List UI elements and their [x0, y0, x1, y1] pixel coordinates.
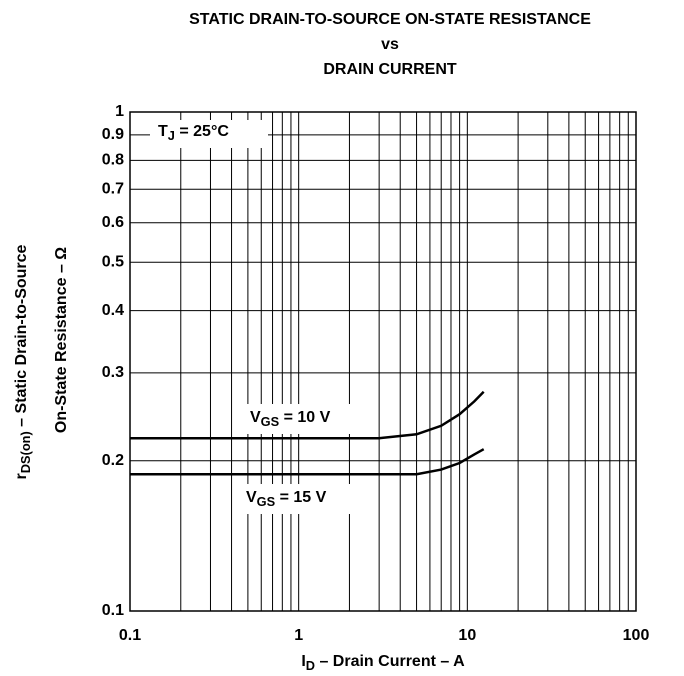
series-line — [130, 390, 485, 440]
y-tick-label: 0.9 — [102, 126, 124, 143]
chart-title: vs — [381, 36, 399, 53]
series-label-main: V — [246, 489, 257, 506]
annotation-sub: J — [168, 128, 175, 143]
series-label-sub: GS — [261, 414, 280, 429]
series-label-background — [246, 404, 372, 434]
series-label-background — [242, 484, 368, 514]
y-tick-label: 0.7 — [102, 181, 124, 198]
y-tick-label: 0.5 — [102, 253, 124, 270]
series-label-sub: GS — [257, 494, 276, 509]
series-label: VGS = 15 V — [246, 489, 327, 509]
chart-title: DRAIN CURRENT — [323, 61, 457, 78]
series-line — [130, 448, 485, 476]
y-axis-label-line-sub: DS(on) — [18, 431, 33, 473]
x-axis-label-main: I — [301, 653, 305, 670]
y-tick-label: 0.1 — [102, 602, 124, 619]
y-tick-label: 1 — [115, 103, 124, 120]
series-label-rest: = 15 V — [275, 489, 326, 506]
y-tick-label: 0.6 — [102, 214, 124, 231]
x-tick-label: 0.1 — [119, 627, 141, 644]
annotation-rest: = 25°C — [175, 123, 229, 140]
annotation-main: T — [158, 123, 168, 140]
annotation-background — [150, 120, 268, 148]
chart-title: STATIC DRAIN-TO-SOURCE ON-STATE RESISTAN… — [189, 11, 591, 28]
x-tick-label: 1 — [294, 627, 303, 644]
y-tick-label: 0.8 — [102, 152, 124, 169]
y-axis-label-line: On-State Resistance – Ω — [53, 247, 70, 433]
plot-frame — [129, 111, 637, 612]
y-axis-label-line: rDS(on) – Static Drain-to-Source — [13, 244, 33, 479]
series-label: VGS = 10 V — [250, 409, 331, 429]
x-axis-label-rest: – Drain Current – A — [315, 653, 465, 670]
y-tick-label: 0.2 — [102, 452, 124, 469]
x-axis-label: ID – Drain Current – A — [301, 653, 465, 673]
y-tick-label: 0.3 — [102, 364, 124, 381]
y-tick-label: 0.4 — [102, 302, 124, 319]
x-tick-label: 100 — [623, 627, 650, 644]
y-axis-label-line-main: On-State Resistance – Ω — [53, 247, 70, 433]
annotation: TJ = 25°C — [158, 123, 229, 143]
x-tick-label: 10 — [458, 627, 476, 644]
y-axis-label-line-main: r — [13, 473, 30, 479]
series-label-rest: = 10 V — [279, 409, 330, 426]
y-axis-label-line-rest: – Static Drain-to-Source — [13, 244, 30, 431]
x-axis-label-sub: D — [306, 658, 315, 673]
series-label-main: V — [250, 409, 261, 426]
